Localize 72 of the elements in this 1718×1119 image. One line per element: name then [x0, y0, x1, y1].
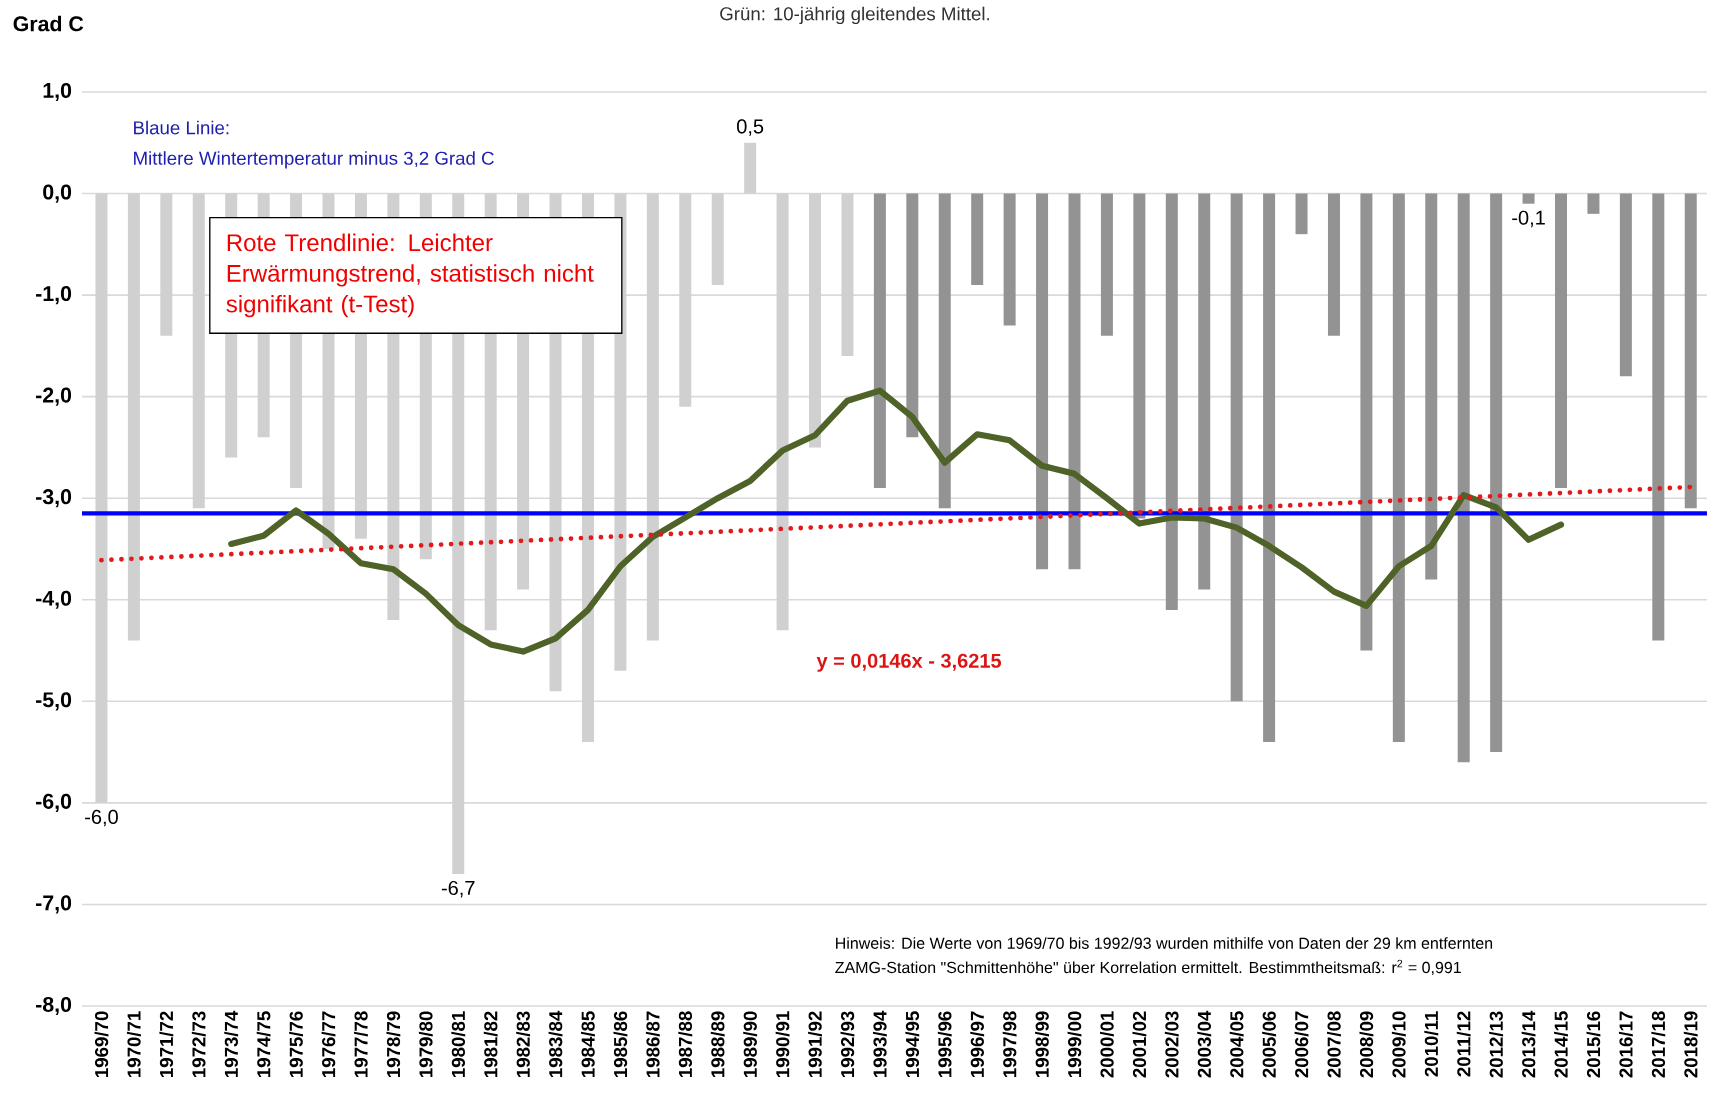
x-tick-label: 1977/78	[353, 1011, 368, 1077]
x-tick-label: 2012/13	[1489, 1011, 1504, 1078]
x-tick-label: 1984/85	[581, 1011, 595, 1077]
x-tick-label: 1987/88	[678, 1011, 693, 1077]
x-tick-label: 2004/05	[1229, 1011, 1244, 1078]
y-tick-label: 1,0	[43, 82, 72, 102]
x-tick-label: 1976/77	[321, 1011, 336, 1077]
x-tick-label: 1975/76	[289, 1011, 304, 1077]
x-tick-label: 1969/70	[94, 1011, 109, 1077]
x-tick-label: 1995/96	[937, 1011, 952, 1077]
data-label: -6,0	[85, 809, 118, 827]
annotation: Mittlere Wintertemperatur minus 3,2 Grad C	[134, 151, 494, 169]
x-tick-label: 2008/09	[1359, 1011, 1374, 1078]
x-tick-label: 2017/18	[1651, 1011, 1666, 1078]
x-tick-label: 1983/84	[548, 1010, 563, 1077]
y-tick-label: -2,0	[36, 387, 72, 406]
x-tick-label: 2005/06	[1262, 1011, 1277, 1078]
x-tick-label: 1979/80	[418, 1011, 433, 1077]
x-tick-label: 1990/91	[775, 1011, 790, 1077]
x-tick-label: 1998/99	[1035, 1011, 1050, 1077]
data-label: -0,1	[1512, 210, 1545, 228]
x-tick-label: 1999/00	[1067, 1011, 1082, 1077]
chart-subtitle: Grün: 10-jährig gleitendes Mittel.	[720, 6, 990, 25]
y-tick-label: -1,0	[36, 286, 72, 305]
x-tick-label: 2001/02	[1132, 1011, 1147, 1078]
x-tick-label: 1973/74	[224, 1010, 239, 1077]
x-tick-label: 1974/75	[256, 1011, 271, 1077]
x-tick-label: 1989/90	[743, 1011, 758, 1077]
x-tick-label: 1992/93	[840, 1011, 855, 1077]
y-tick-label: -5,0	[36, 692, 72, 711]
x-tick-label: 2007/08	[1327, 1011, 1341, 1078]
data-label: -6,7	[441, 880, 475, 898]
x-tick-label: 1996/97	[970, 1011, 985, 1077]
x-tick-label: 1994/95	[905, 1011, 920, 1077]
y-tick-label: 0,0	[43, 184, 72, 203]
x-tick-label: 1971/72	[159, 1011, 174, 1077]
x-tick-label: 1985/86	[613, 1011, 628, 1077]
annotation: y = 0,0146x - 3,6215	[816, 653, 1002, 672]
x-tick-label: 2009/10	[1391, 1011, 1406, 1078]
x-tick-label: 2016/17	[1618, 1011, 1633, 1078]
y-tick-label: -6,0	[36, 793, 72, 812]
y-tick-label: -8,0	[36, 996, 72, 1016]
x-tick-label: 2000/01	[1099, 1011, 1114, 1078]
x-tick-label: 1980/81	[451, 1011, 466, 1077]
y-tick-label: -4,0	[36, 590, 72, 609]
x-tick-label: 2013/14	[1521, 1010, 1536, 1078]
x-tick-label: 1978/79	[386, 1011, 401, 1077]
x-tick-label: 2002/03	[1164, 1011, 1179, 1078]
data-label: 0,5	[737, 119, 764, 136]
x-tick-label: 1981/82	[483, 1011, 498, 1077]
x-tick-label: 1988/89	[710, 1011, 725, 1077]
annotation: Blaue Linie:	[134, 120, 229, 135]
annotation: Rote Trendlinie: Leichter Erwärmungstrend, statistisch nicht signifikant (t-Test)	[226, 233, 594, 318]
y-axis-title: Grad C	[13, 15, 84, 32]
x-tick-label: 1986/87	[645, 1011, 660, 1077]
x-tick-label: 1972/73	[191, 1011, 206, 1077]
annotation: Hinweis: Die Werte von 1969/70 bis 1992/93 wurden mithilfe von Daten der 29 km entfernten	[836, 937, 1493, 949]
x-tick-label: 1997/98	[1002, 1011, 1017, 1077]
x-tick-label: 2006/07	[1294, 1011, 1309, 1078]
y-tick-label: -7,0	[36, 895, 72, 914]
x-tick-label: 2014/15	[1554, 1011, 1568, 1078]
x-tick-label: 1982/83	[516, 1011, 531, 1077]
x-tick-label: 2011/12	[1456, 1011, 1471, 1077]
x-tick-label: 1970/71	[126, 1011, 141, 1077]
x-tick-label: 1991/92	[808, 1011, 822, 1077]
x-tick-label: 2018/19	[1683, 1011, 1698, 1078]
y-tick-label: -3,0	[36, 489, 72, 508]
annotation: ZAMG-Station "Schmittenhöhe" über Korrelation ermittelt. Bestimmtheitsmaß: r$^{2}$ = 0,991	[835, 959, 1461, 976]
x-tick-label: 1993/94	[872, 1010, 887, 1077]
x-tick-label: 2010/11	[1424, 1011, 1439, 1077]
x-tick-label: 2003/04	[1197, 1010, 1212, 1078]
x-tick-label: 2015/16	[1586, 1011, 1601, 1078]
